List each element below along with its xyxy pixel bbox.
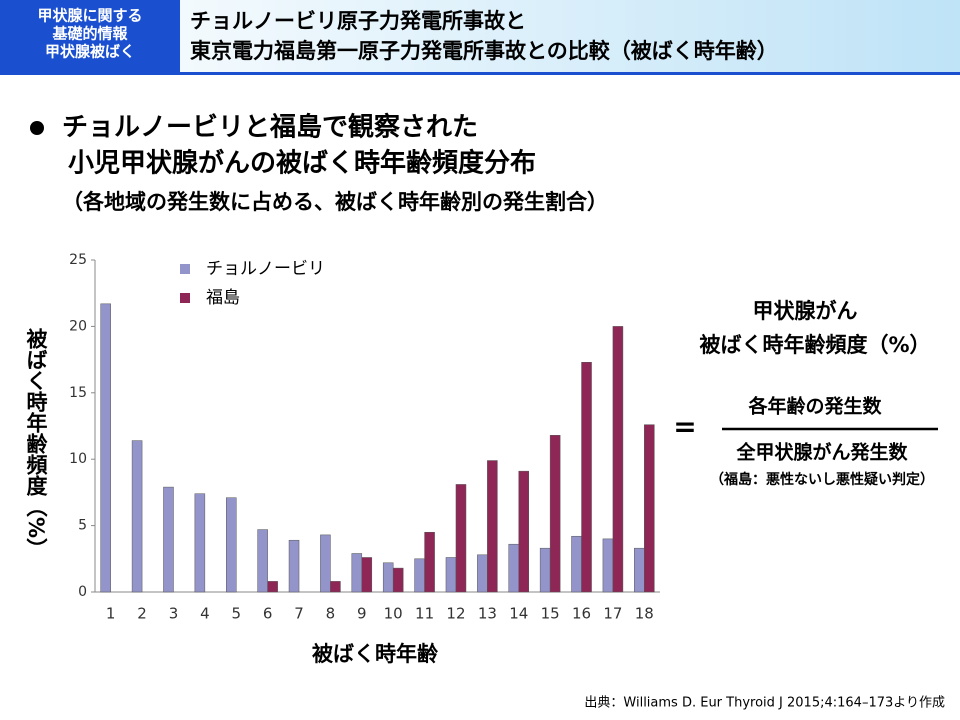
bar <box>194 493 206 593</box>
bar <box>508 543 519 593</box>
x-tick-label: 18 <box>635 605 654 623</box>
bar <box>100 303 111 593</box>
formula-note: （福島：悪性ないし悪性疑い判定） <box>710 471 934 488</box>
formula-equals: = <box>673 410 696 443</box>
header-badge <box>0 0 180 74</box>
bar <box>445 557 457 593</box>
y-axis-label: 被ばく時年齢頻度（%） <box>24 327 48 559</box>
bar <box>131 440 143 593</box>
header-title: 東京電力福島第一原子力発電所事故との比較（被ばく時年齢） <box>190 39 778 63</box>
bar <box>518 470 529 593</box>
badge-text: 甲状腺に関する <box>37 7 142 25</box>
legend-swatch <box>180 293 190 303</box>
bar <box>455 484 467 593</box>
x-tick-label: 10 <box>384 605 403 623</box>
header-rule <box>0 72 960 75</box>
formula-denominator: 全甲状腺がん発生数 <box>735 441 908 464</box>
x-tick-label: 15 <box>541 605 560 623</box>
badge-text: 基礎的情報 <box>51 25 128 43</box>
bar <box>571 535 582 593</box>
y-tick-label: 10 <box>69 451 87 467</box>
bar <box>361 557 373 593</box>
x-tick-label: 8 <box>326 605 336 623</box>
bar <box>424 531 435 593</box>
x-tick-label: 5 <box>231 605 241 623</box>
y-tick-label: 0 <box>78 584 87 600</box>
x-tick-label: 12 <box>446 605 465 623</box>
formula-lhs: 甲状腺がん <box>753 299 858 323</box>
badge-text: 甲状腺被ばく <box>45 43 135 61</box>
bar <box>330 581 341 593</box>
x-tick-label: 14 <box>509 605 528 623</box>
legend-label: チョルノービリ <box>206 259 325 279</box>
bar <box>644 424 655 593</box>
x-tick-label: 2 <box>137 605 147 623</box>
x-tick-label: 3 <box>169 605 179 623</box>
bar <box>226 497 237 593</box>
header-title: チョルノービリ原子力発電所事故と <box>190 9 526 33</box>
bar <box>634 547 645 593</box>
x-tick-label: 13 <box>478 605 497 623</box>
y-tick-label: 15 <box>69 385 87 401</box>
x-axis-label: 被ばく時年齢 <box>312 642 439 666</box>
bar <box>392 567 404 593</box>
bar <box>267 581 278 593</box>
x-tick-label: 17 <box>603 605 622 623</box>
bar <box>288 539 300 593</box>
y-tick-label: 20 <box>69 318 87 334</box>
legend-swatch <box>180 264 190 274</box>
legend-label: 福島 <box>206 288 240 308</box>
bar <box>477 554 488 593</box>
bar <box>602 538 614 593</box>
bullet-dot <box>30 121 44 135</box>
x-tick-label: 4 <box>200 605 210 623</box>
bar <box>612 326 624 593</box>
bar <box>549 435 561 593</box>
bar <box>414 558 425 593</box>
bullet-text: チョルノービリと福島で観察された <box>62 112 478 143</box>
bar <box>487 460 498 593</box>
bar <box>320 534 331 593</box>
x-tick-label: 16 <box>572 605 591 623</box>
y-tick-label: 5 <box>78 518 87 534</box>
x-tick-label: 9 <box>357 605 367 623</box>
x-tick-label: 6 <box>263 605 273 623</box>
x-tick-label: 7 <box>294 605 304 623</box>
x-tick-label: 11 <box>415 605 434 623</box>
bar <box>257 529 268 593</box>
source: 出典：Williams D. Eur Thyroid J 2015;4:164–… <box>584 696 945 711</box>
formula-numerator: 各年齢の発生数 <box>747 395 882 418</box>
y-tick-label: 25 <box>69 252 87 268</box>
bar <box>581 362 592 593</box>
bar <box>163 486 174 593</box>
bar <box>539 547 551 593</box>
bullet-text: 小児甲状腺がんの被ばく時年齢頻度分布 <box>68 148 536 179</box>
bullet-text: （各地域の発生数に占める、被ばく時年齢別の発生割合） <box>62 190 608 214</box>
formula-lhs: 被ばく時年齢頻度（%） <box>699 333 930 357</box>
bar <box>351 553 363 593</box>
bar <box>382 562 394 593</box>
x-tick-label: 1 <box>106 605 116 623</box>
